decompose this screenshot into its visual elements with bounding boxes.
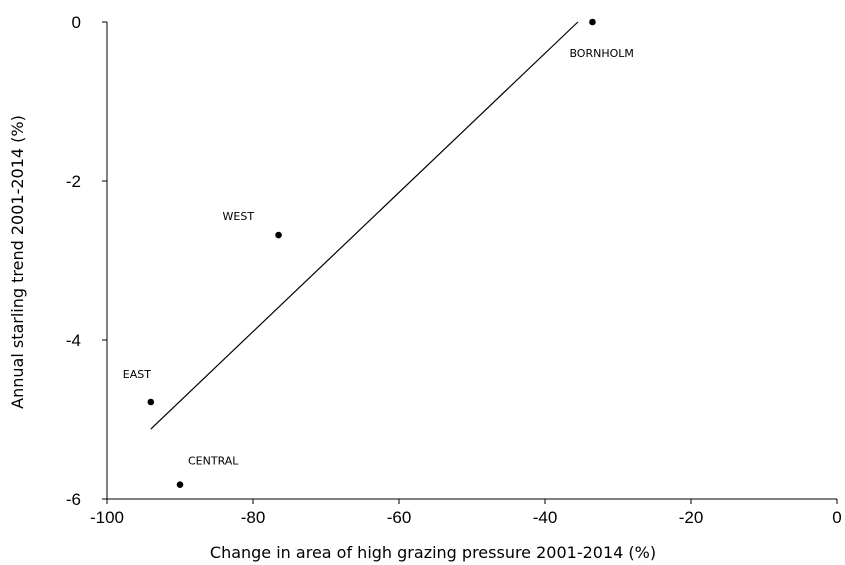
- point-label-central: CENTRAL: [188, 455, 239, 468]
- x-axis-title: Change in area of high grazing pressure …: [210, 543, 656, 562]
- x-axis-ticks: -100 -80 -60 -40 -20 0: [90, 499, 842, 527]
- y-axis-ticks: 0 -2 -4 -6: [66, 13, 107, 509]
- data-points: BORNHOLM WEST EAST CENTRAL: [123, 18, 634, 488]
- x-tick-label: -60: [387, 508, 412, 527]
- y-axis-title: Annual starling trend 2001-2014 (%): [8, 115, 27, 409]
- y-tick-label: -6: [66, 490, 81, 509]
- y-tick-label: -2: [66, 172, 81, 191]
- y-tick-label: 0: [72, 13, 81, 32]
- point-label-west: WEST: [223, 210, 255, 223]
- data-point-bornholm: [589, 18, 596, 26]
- x-tick-label: 0: [832, 508, 841, 527]
- data-point-central: [176, 481, 184, 488]
- x-tick-label: -40: [533, 508, 558, 527]
- point-label-east: EAST: [123, 368, 151, 381]
- y-tick-label: -4: [66, 331, 81, 350]
- x-tick-label: -80: [241, 508, 266, 527]
- point-label-bornholm: BORNHOLM: [569, 47, 633, 60]
- trend-line: [150, 21, 579, 430]
- data-point-west: [275, 231, 282, 239]
- x-tick-label: -20: [679, 508, 704, 527]
- x-tick-label: -100: [90, 508, 124, 527]
- data-point-east: [147, 398, 155, 406]
